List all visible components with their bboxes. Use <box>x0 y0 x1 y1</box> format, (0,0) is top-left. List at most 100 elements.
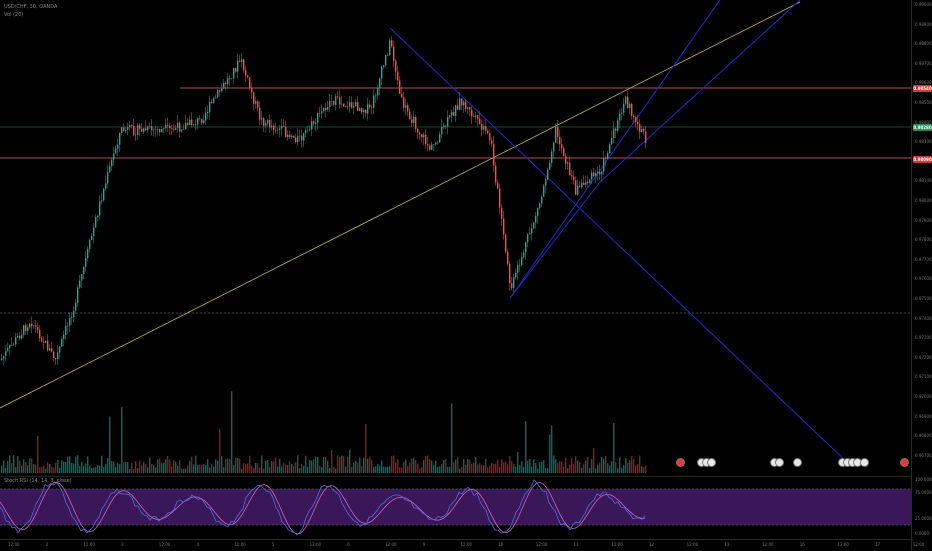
price-chart[interactable]: USD/CHF, 30, OANDA Vol (20) <box>0 0 911 475</box>
volume-bar <box>355 460 357 473</box>
volume-bar <box>611 461 613 473</box>
volume-bar <box>243 462 245 473</box>
candle-body <box>47 340 49 351</box>
candle-body <box>497 182 499 189</box>
candle-body <box>75 302 77 311</box>
volume-bar <box>401 467 403 473</box>
event-marker[interactable] <box>793 458 802 467</box>
event-marker[interactable] <box>900 458 909 467</box>
volume-bar <box>485 458 487 473</box>
volume-bar <box>173 460 175 473</box>
candle-body <box>205 113 207 121</box>
volume-bar <box>165 459 167 473</box>
volume-bar <box>343 455 345 473</box>
candle-body <box>143 128 145 132</box>
candle-body <box>73 310 75 317</box>
volume-bar <box>249 455 251 473</box>
volume-bar <box>535 463 537 473</box>
candle-body <box>305 130 307 134</box>
volume-bar <box>99 465 101 473</box>
volume-bar <box>413 457 415 473</box>
candle-body <box>255 101 257 104</box>
volume-bar <box>479 463 481 473</box>
candle-body <box>295 137 297 143</box>
time-tick: 16 <box>799 542 805 547</box>
price-tick: 0.98400 <box>915 119 932 125</box>
volume-bar <box>241 468 243 473</box>
candle-body <box>65 326 67 335</box>
candle-body <box>541 196 543 204</box>
volume-bar <box>277 466 279 473</box>
event-marker[interactable] <box>676 458 685 467</box>
candle-body <box>367 104 369 114</box>
volume-bar <box>613 422 615 473</box>
candle-body <box>543 185 545 197</box>
volume-bar <box>405 459 407 473</box>
candle-body <box>615 128 617 131</box>
volume-bar <box>13 455 15 473</box>
candle-body <box>139 125 141 129</box>
volume-bar <box>147 467 149 473</box>
time-tick: 17 <box>875 542 881 547</box>
price-tick: 0.96700 <box>915 452 932 458</box>
candle-body <box>553 142 555 152</box>
volume-bar <box>503 462 505 473</box>
candle-body <box>277 129 279 131</box>
candle-body <box>5 351 7 357</box>
volume-bar <box>389 466 391 473</box>
volume-bar <box>303 465 305 473</box>
candle-body <box>177 122 179 128</box>
event-marker[interactable] <box>707 458 716 467</box>
volume-bar <box>551 425 553 473</box>
candle-body <box>345 106 347 107</box>
event-marker[interactable] <box>860 458 869 467</box>
candle-body <box>475 115 477 117</box>
candle-body <box>199 118 201 119</box>
volume-bar <box>231 391 233 473</box>
candle-body <box>605 157 607 159</box>
volume-bar <box>309 459 311 473</box>
volume-bar <box>453 462 455 473</box>
candle-body <box>281 125 283 129</box>
time-axis[interactable]: 12:00 2 12:00 3 12:00 4 12:00 5 12:00 6 12:00 9 12:0… <box>0 539 924 551</box>
candle-body <box>237 60 239 72</box>
candle-body <box>571 175 573 177</box>
candle-body <box>123 127 125 132</box>
volume-bar <box>93 467 95 473</box>
volume-bar <box>545 468 547 473</box>
price-axis[interactable]: 0.99000 0.98900 0.98800 0.98700 0.98600 0.985… <box>911 0 932 550</box>
candle-body <box>19 335 21 339</box>
volume-bar <box>195 455 197 473</box>
candle-body <box>231 78 233 79</box>
oscillator-tick: 100.0000 <box>915 477 932 482</box>
candle-body <box>101 200 103 202</box>
candle-body <box>3 356 5 359</box>
volume-bar <box>561 461 563 473</box>
volume-bar <box>133 468 135 473</box>
volume-bar <box>555 459 557 473</box>
event-marker[interactable] <box>775 458 784 467</box>
volume-bar <box>321 467 323 473</box>
candle-body <box>107 172 109 184</box>
volume-bar <box>391 455 393 473</box>
volume-bar <box>265 461 267 473</box>
volume-bar <box>387 466 389 473</box>
candle-body <box>381 66 383 79</box>
candle-body <box>567 162 569 164</box>
volume-bar <box>121 407 123 473</box>
candle-body <box>109 166 111 173</box>
volume-bar <box>141 465 143 473</box>
chart-canvas[interactable] <box>0 0 911 475</box>
price-tick: 0.98800 <box>915 41 932 47</box>
candle-body <box>395 60 397 72</box>
candle-body <box>261 118 263 120</box>
candle-body <box>339 97 341 105</box>
candle-body <box>555 126 557 143</box>
candle-body <box>239 60 241 62</box>
candle-body <box>573 176 575 181</box>
stoch-rsi-panel[interactable]: Stoch RSI (14, 14, 3, close) <box>0 476 911 540</box>
volume-bar <box>603 458 605 473</box>
candle-body <box>145 128 147 131</box>
candle-body <box>63 334 65 339</box>
volume-bar <box>239 458 241 473</box>
